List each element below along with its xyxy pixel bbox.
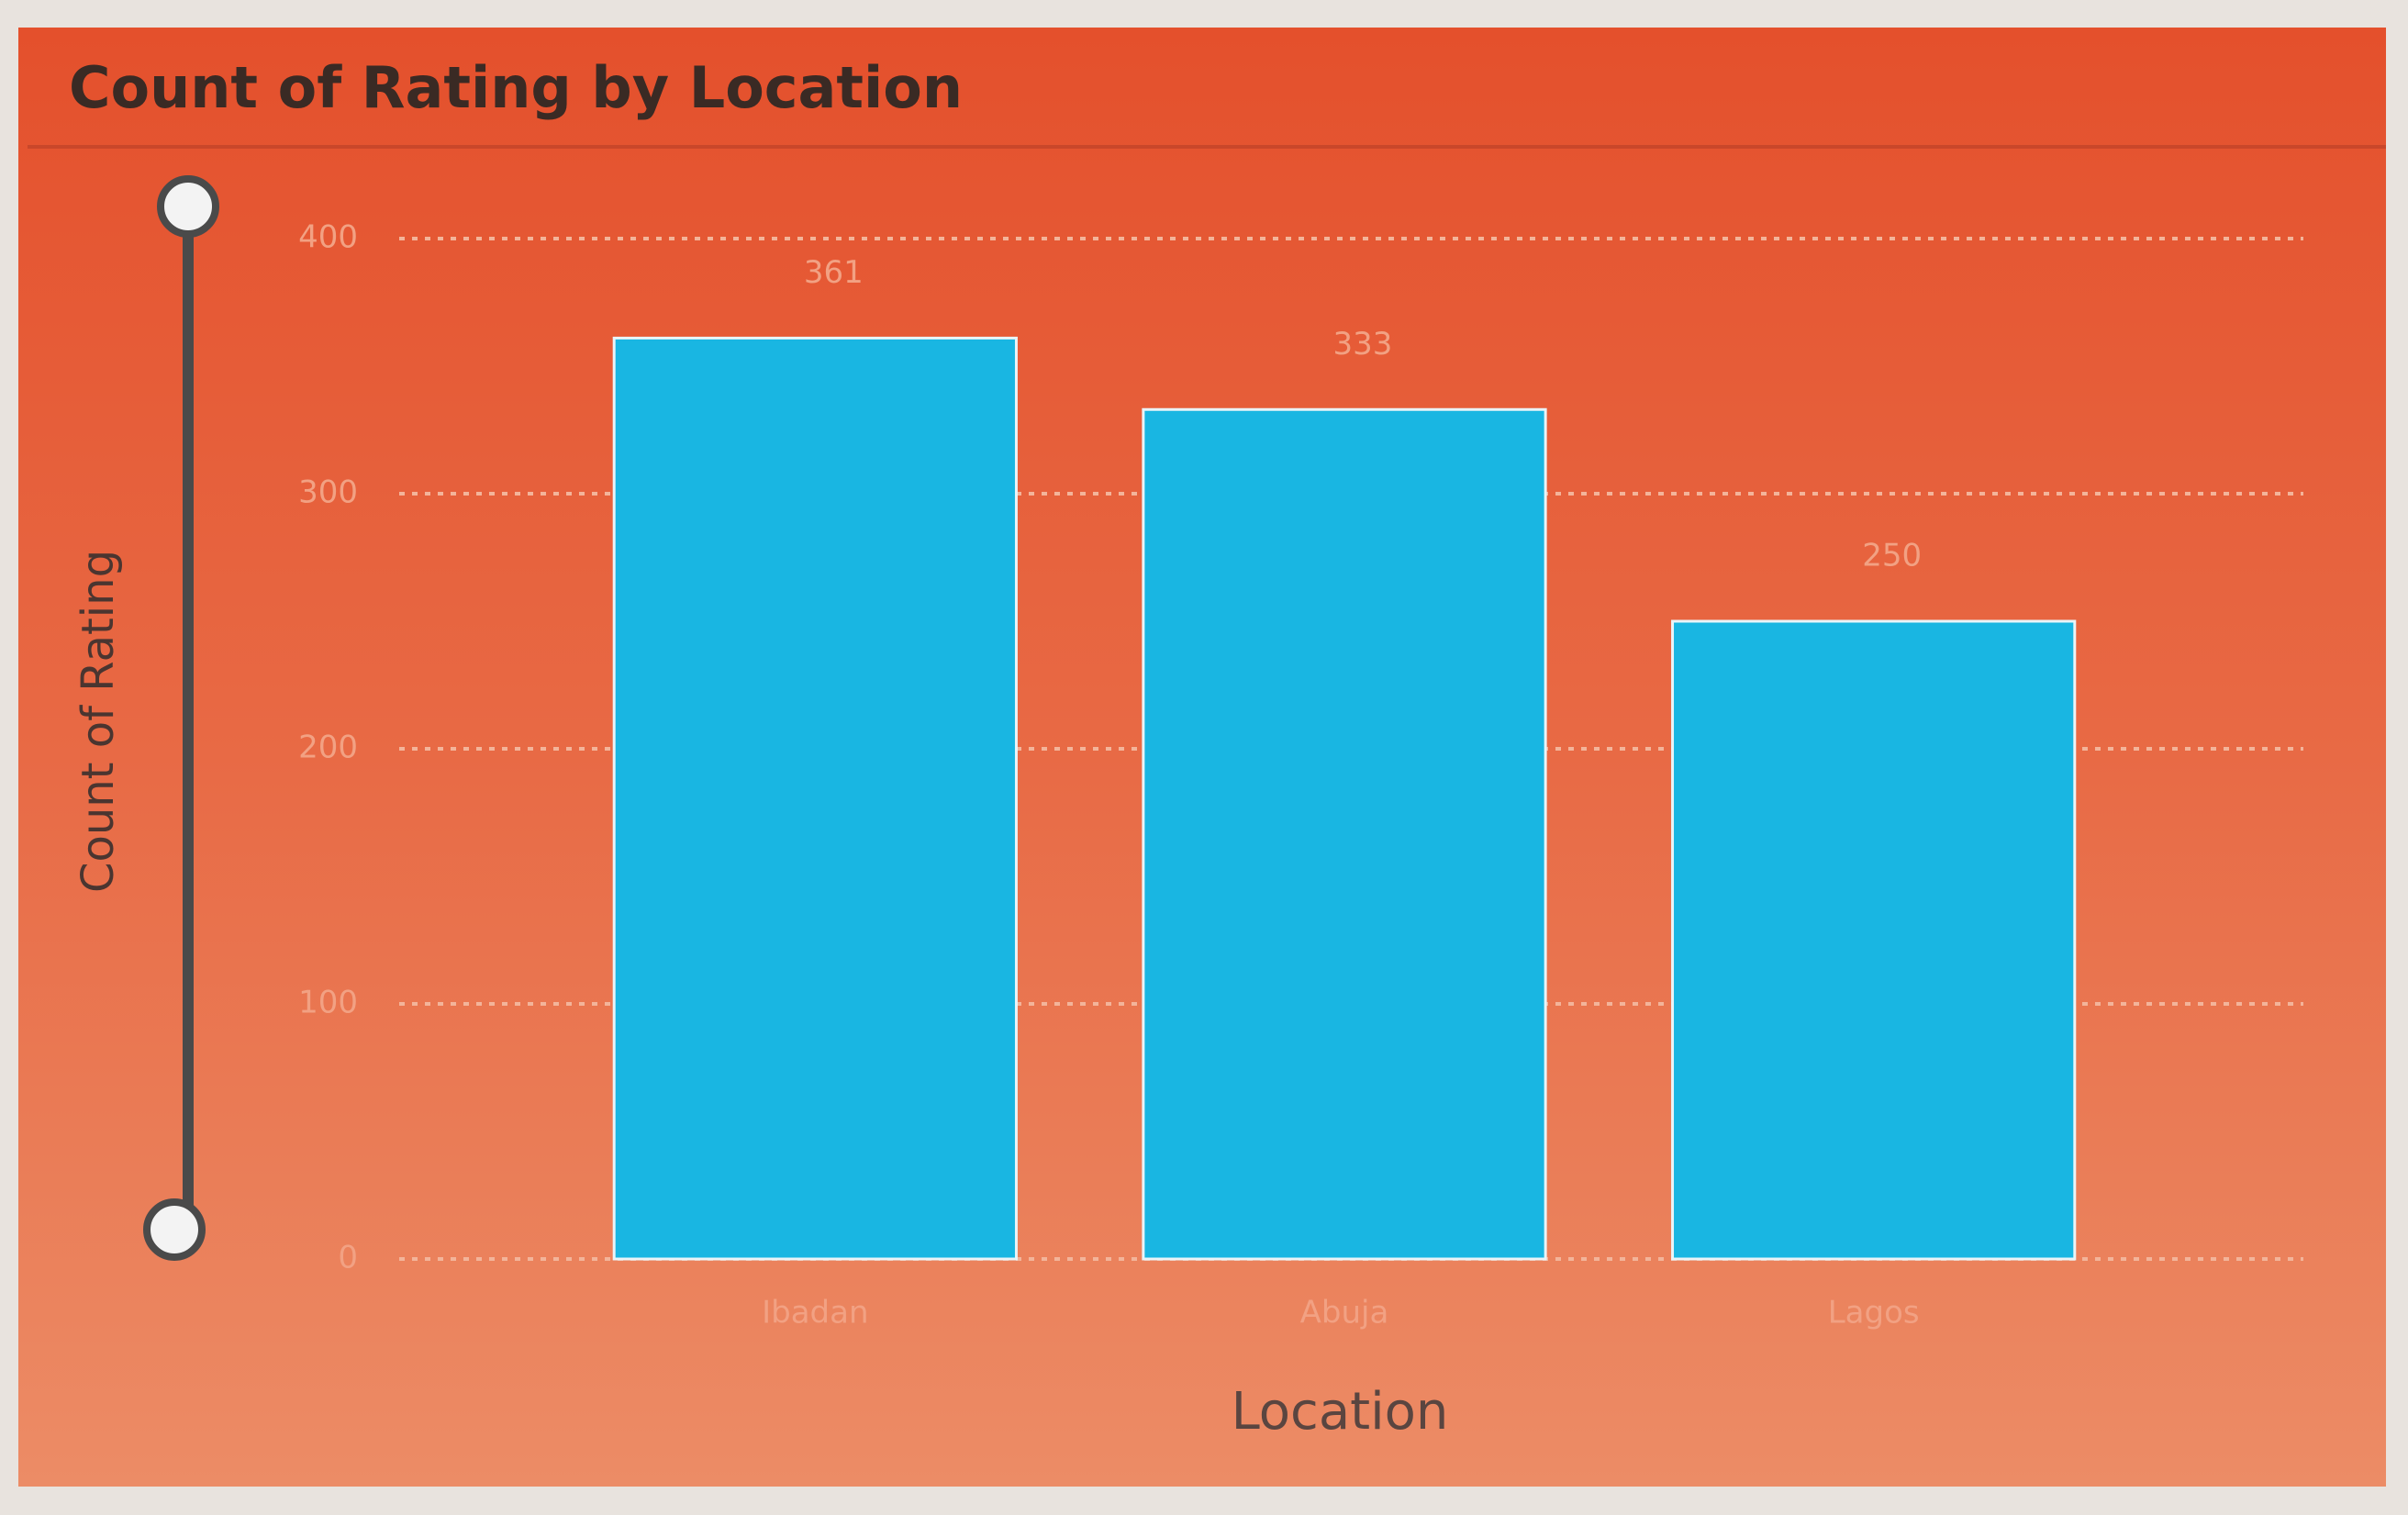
x-tick-label: Lagos	[1828, 1295, 1920, 1331]
y-tick-label: 400	[298, 219, 358, 256]
y-axis-title: Count of Rating	[72, 550, 124, 893]
y-tick-label: 300	[298, 474, 358, 511]
value-label: 361	[804, 254, 864, 291]
bar	[1142, 407, 1547, 1261]
zoom-slider-handle[interactable]	[143, 1198, 206, 1261]
chart-title: Count of Rating by Location	[69, 54, 963, 121]
y-tick-label: 200	[298, 730, 358, 766]
bar	[1671, 619, 2077, 1261]
y-tick-label: 100	[298, 985, 358, 1021]
zoom-slider-handle[interactable]	[157, 175, 219, 238]
x-tick-label: Abuja	[1300, 1295, 1389, 1331]
x-axis-title: Location	[1232, 1382, 1449, 1442]
y-tick-label: 0	[338, 1240, 358, 1276]
value-label: 250	[1862, 538, 1922, 574]
x-tick-label: Ibadan	[762, 1295, 868, 1331]
value-label: 333	[1333, 326, 1393, 362]
bar	[612, 336, 1018, 1261]
